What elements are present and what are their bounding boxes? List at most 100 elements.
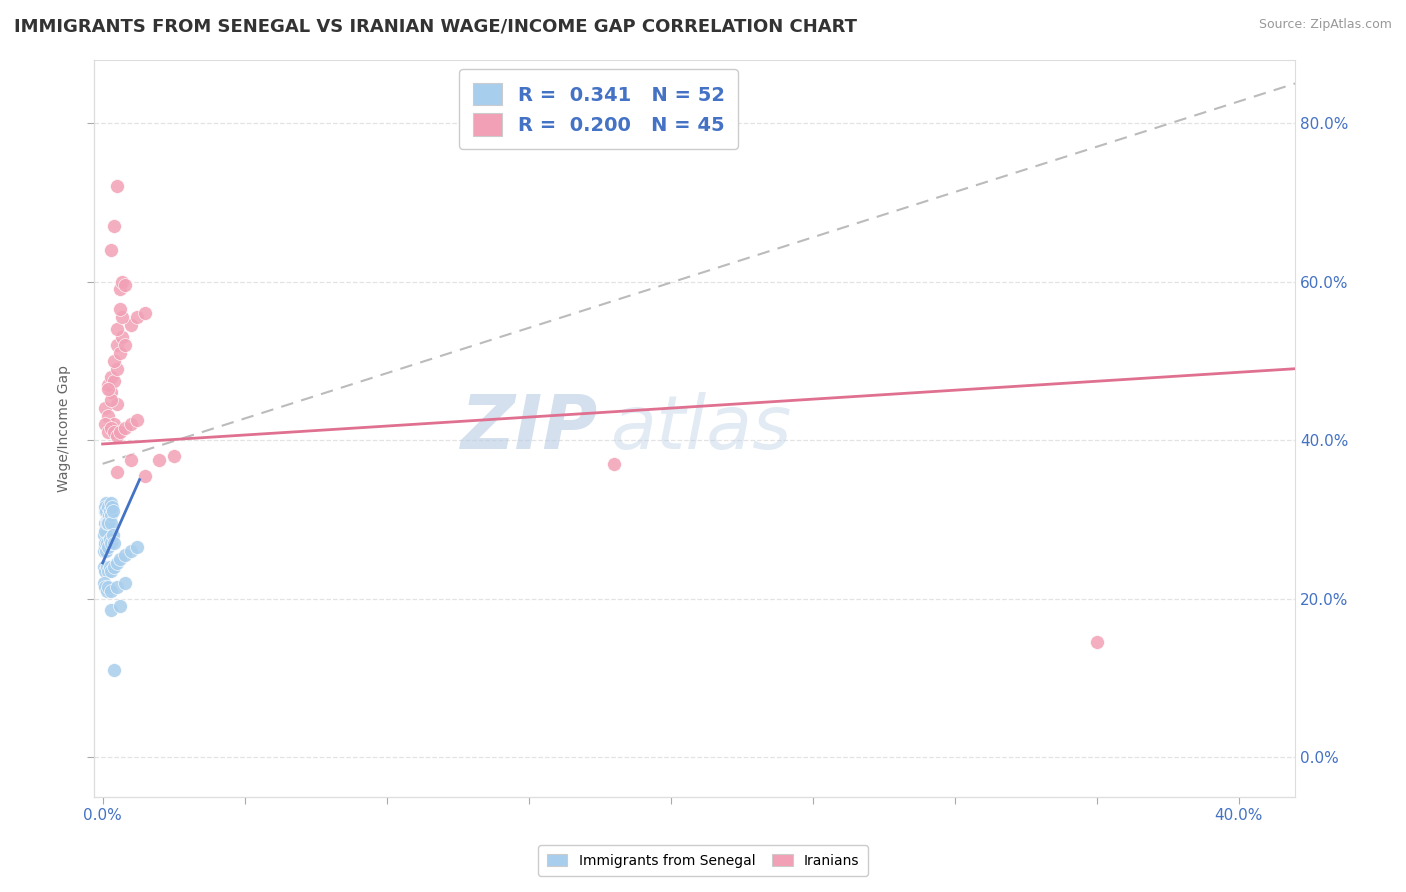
- Point: [97, 508, 120, 523]
- Point: [108, 346, 131, 360]
- Point: [105, 580, 128, 594]
- Point: [120, 453, 142, 467]
- Point: [103, 536, 125, 550]
- Point: [97, 516, 120, 531]
- Text: ZIP: ZIP: [461, 392, 599, 465]
- Point: [101, 504, 124, 518]
- Point: [97, 508, 120, 523]
- Text: IMMIGRANTS FROM SENEGAL VS IRANIAN WAGE/INCOME GAP CORRELATION CHART: IMMIGRANTS FROM SENEGAL VS IRANIAN WAGE/…: [14, 18, 858, 36]
- Legend: Immigrants from Senegal, Iranians: Immigrants from Senegal, Iranians: [538, 846, 868, 876]
- Point: [100, 536, 122, 550]
- Point: [94, 564, 117, 578]
- Point: [148, 453, 170, 467]
- Point: [105, 556, 128, 570]
- Point: [97, 500, 120, 515]
- Point: [94, 544, 117, 558]
- Point: [97, 512, 120, 526]
- Point: [125, 413, 148, 427]
- Point: [94, 417, 117, 432]
- Point: [1085, 635, 1108, 649]
- Point: [97, 382, 120, 396]
- Point: [96, 512, 118, 526]
- Point: [103, 425, 125, 439]
- Point: [97, 425, 120, 439]
- Point: [103, 663, 125, 677]
- Point: [93, 575, 115, 590]
- Point: [120, 544, 142, 558]
- Point: [120, 318, 142, 332]
- Point: [100, 508, 122, 523]
- Point: [162, 449, 184, 463]
- Point: [103, 374, 125, 388]
- Point: [134, 468, 156, 483]
- Point: [100, 496, 122, 510]
- Text: atlas: atlas: [610, 392, 792, 464]
- Point: [125, 310, 148, 325]
- Point: [100, 500, 122, 515]
- Point: [100, 393, 122, 408]
- Point: [94, 580, 117, 594]
- Point: [103, 219, 125, 233]
- Point: [114, 278, 136, 293]
- Point: [100, 583, 122, 598]
- Point: [96, 583, 118, 598]
- Point: [105, 429, 128, 443]
- Point: [93, 544, 115, 558]
- Point: [108, 599, 131, 614]
- Point: [111, 275, 134, 289]
- Point: [103, 417, 125, 432]
- Point: [96, 559, 118, 574]
- Point: [100, 243, 122, 257]
- Point: [105, 322, 128, 336]
- Point: [105, 179, 128, 194]
- Point: [105, 465, 128, 479]
- Point: [97, 564, 120, 578]
- Point: [94, 516, 117, 531]
- Point: [100, 516, 122, 531]
- Point: [108, 425, 131, 439]
- Point: [108, 282, 131, 296]
- Point: [111, 310, 134, 325]
- Point: [93, 559, 115, 574]
- Point: [100, 385, 122, 400]
- Point: [94, 524, 117, 538]
- Point: [100, 603, 122, 617]
- Point: [98, 532, 121, 546]
- Point: [94, 496, 117, 510]
- Point: [120, 417, 142, 432]
- Point: [98, 559, 121, 574]
- Y-axis label: Wage/Income Gap: Wage/Income Gap: [58, 365, 72, 491]
- Point: [603, 457, 626, 471]
- Point: [114, 338, 136, 352]
- Point: [97, 580, 120, 594]
- Point: [100, 421, 122, 435]
- Point: [94, 401, 117, 416]
- Point: [125, 540, 148, 554]
- Point: [108, 552, 131, 566]
- Point: [134, 306, 156, 320]
- Point: [114, 575, 136, 590]
- Legend: R =  0.341   N = 52, R =  0.200   N = 45: R = 0.341 N = 52, R = 0.200 N = 45: [460, 70, 738, 149]
- Point: [114, 421, 136, 435]
- Point: [94, 504, 117, 518]
- Point: [114, 548, 136, 562]
- Point: [98, 504, 121, 518]
- Point: [100, 369, 122, 384]
- Point: [94, 536, 117, 550]
- Point: [96, 536, 118, 550]
- Point: [105, 338, 128, 352]
- Point: [105, 397, 128, 411]
- Point: [97, 409, 120, 424]
- Point: [103, 353, 125, 368]
- Point: [97, 377, 120, 392]
- Point: [105, 361, 128, 376]
- Point: [93, 528, 115, 542]
- Point: [108, 302, 131, 317]
- Point: [94, 540, 117, 554]
- Point: [96, 516, 118, 531]
- Point: [103, 559, 125, 574]
- Point: [101, 528, 124, 542]
- Point: [100, 564, 122, 578]
- Text: Source: ZipAtlas.com: Source: ZipAtlas.com: [1258, 18, 1392, 31]
- Point: [111, 330, 134, 344]
